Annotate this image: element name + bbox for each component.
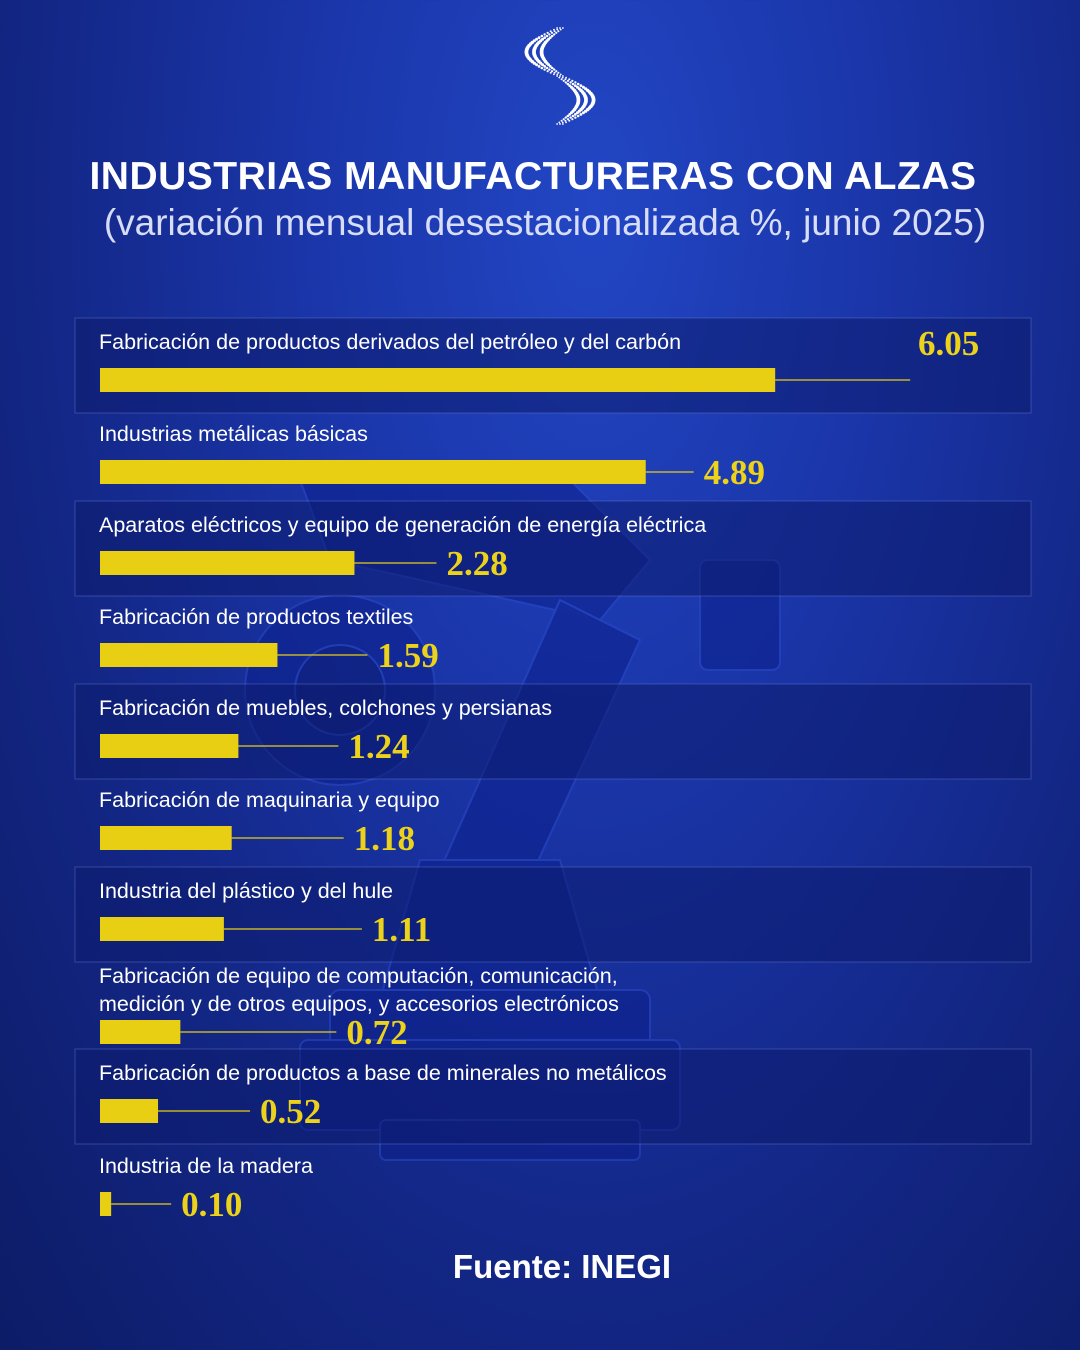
value-label: 2.28 — [446, 544, 507, 583]
bar — [100, 1192, 112, 1216]
bar — [100, 917, 224, 941]
value-label: 0.72 — [346, 1013, 407, 1052]
bar — [100, 368, 776, 392]
category-label: Fabricación de maquinaria y equipo — [99, 788, 440, 812]
bar — [100, 643, 278, 667]
page-subtitle: (variación mensual desestacionalizada %,… — [103, 202, 987, 243]
bar — [100, 1020, 181, 1044]
value-label: 0.52 — [260, 1092, 321, 1131]
row-highlight-box — [74, 500, 1032, 597]
page-title: INDUSTRIAS MANUFACTURERAS CON ALZAS — [89, 155, 977, 198]
value-label: 0.10 — [181, 1185, 242, 1224]
value-label: 6.05 — [918, 324, 979, 363]
bar — [100, 826, 232, 850]
category-label: Industria de la madera — [99, 1154, 313, 1178]
category-label: Fabricación de equipo de computación, co… — [99, 964, 618, 988]
source-credit: Fuente: INEGI — [452, 1248, 672, 1285]
row-highlight-box — [74, 1048, 1032, 1145]
bar — [100, 460, 646, 484]
dotted-s-logo-icon — [524, 27, 596, 125]
category-label: Industrias metálicas básicas — [99, 422, 368, 446]
category-label: Fabricación de productos a base de miner… — [99, 1061, 667, 1085]
category-label: Industria del plástico y del hule — [99, 879, 393, 903]
category-label: Fabricación de productos textiles — [99, 605, 413, 629]
value-label: 1.24 — [348, 727, 409, 766]
row-highlight-box — [74, 866, 1032, 963]
value-label: 1.59 — [377, 636, 438, 675]
bar — [100, 734, 239, 758]
value-label: 1.11 — [372, 910, 431, 949]
category-label: medición y de otros equipos, y accesorio… — [99, 992, 619, 1016]
bar — [100, 1099, 159, 1123]
value-label: 1.18 — [354, 819, 415, 858]
bar — [100, 551, 355, 575]
value-label: 4.89 — [704, 453, 765, 492]
category-label: Fabricación de productos derivados del p… — [99, 330, 681, 354]
row-highlight-box — [74, 317, 1032, 414]
category-label: Fabricación de muebles, colchones y pers… — [99, 696, 552, 720]
row-highlight-box — [74, 683, 1032, 780]
category-label: Aparatos eléctricos y equipo de generaci… — [99, 513, 706, 537]
